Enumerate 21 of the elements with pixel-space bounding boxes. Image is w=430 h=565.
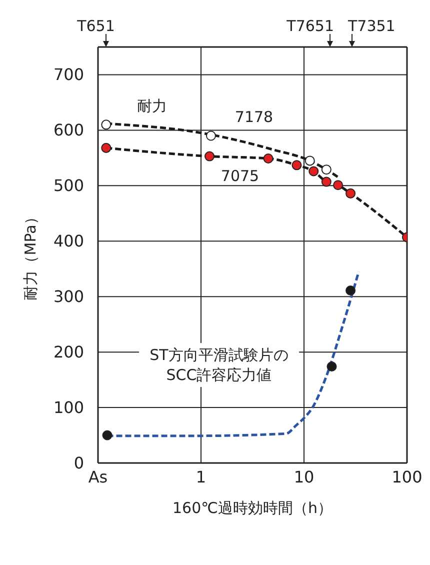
y-tick-label: 100 <box>53 398 84 418</box>
y-tick-label: 400 <box>53 232 84 251</box>
annotation: 7075 <box>220 167 260 185</box>
y-tick-label: 300 <box>53 287 84 306</box>
text: T651 <box>76 17 115 35</box>
annotation: 耐力 <box>137 97 167 115</box>
text: T7351 <box>347 17 396 35</box>
y-tick-label: 600 <box>53 120 84 140</box>
x-tick-label: 1 <box>196 467 206 486</box>
annotation: ST方向平滑試験片の SCC許容応力値 <box>150 346 288 384</box>
x-tick-label: 100 <box>392 467 422 486</box>
y-tick-label: 500 <box>53 176 84 196</box>
y-axis-title: 耐力（MPa） <box>21 210 40 300</box>
y-tick-label: 200 <box>53 342 84 362</box>
y-tick-label: 700 <box>53 65 84 84</box>
y-tick-label: 0 <box>74 454 84 472</box>
annotation: 7178 <box>234 108 274 126</box>
x-axis-title: 160℃過時効時間（h） <box>172 499 332 517</box>
x-tick-label: As <box>88 467 108 486</box>
x-tick-label: 10 <box>294 467 314 486</box>
text: T7651 <box>286 17 334 35</box>
